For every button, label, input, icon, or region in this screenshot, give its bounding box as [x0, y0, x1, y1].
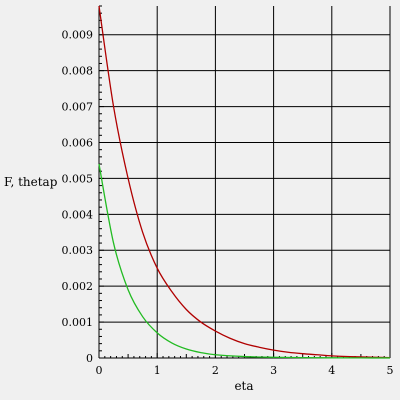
- grid-lines: [99, 6, 391, 358]
- y-tick-label: 0.009: [62, 29, 94, 42]
- axes: [98, 5, 391, 359]
- y-axis-label: F, thetap: [4, 175, 58, 189]
- tick-labels: 0 1 2 3 4 5 0 0.001 0.002 0.003 0.004 0.005 0.006 0.0…: [62, 29, 394, 377]
- y-tick-label: 0.008: [62, 65, 94, 78]
- y-tick-label: 0.005: [62, 172, 94, 185]
- x-axis-label: eta: [234, 379, 253, 393]
- x-tick-label: 3: [270, 364, 277, 377]
- x-tick-label: 1: [154, 364, 161, 377]
- y-tick-label: 0.001: [62, 316, 94, 329]
- y-tick-label: 0.002: [62, 280, 94, 293]
- series-lines: [98, 5, 391, 359]
- series-line-2: [98, 163, 391, 359]
- y-tick-label: 0.003: [62, 244, 94, 257]
- x-tick-label: 2: [212, 364, 219, 377]
- series-line-1: [98, 5, 391, 359]
- y-tick-label: 0.004: [62, 208, 94, 221]
- x-tick-label: 0: [96, 364, 103, 377]
- x-tick-label: 4: [328, 364, 335, 377]
- y-tick-label: 0.007: [62, 101, 94, 114]
- x-tick-label: 5: [387, 364, 394, 377]
- y-tick-label: 0.006: [62, 136, 94, 149]
- y-tick-label: 0: [86, 352, 93, 365]
